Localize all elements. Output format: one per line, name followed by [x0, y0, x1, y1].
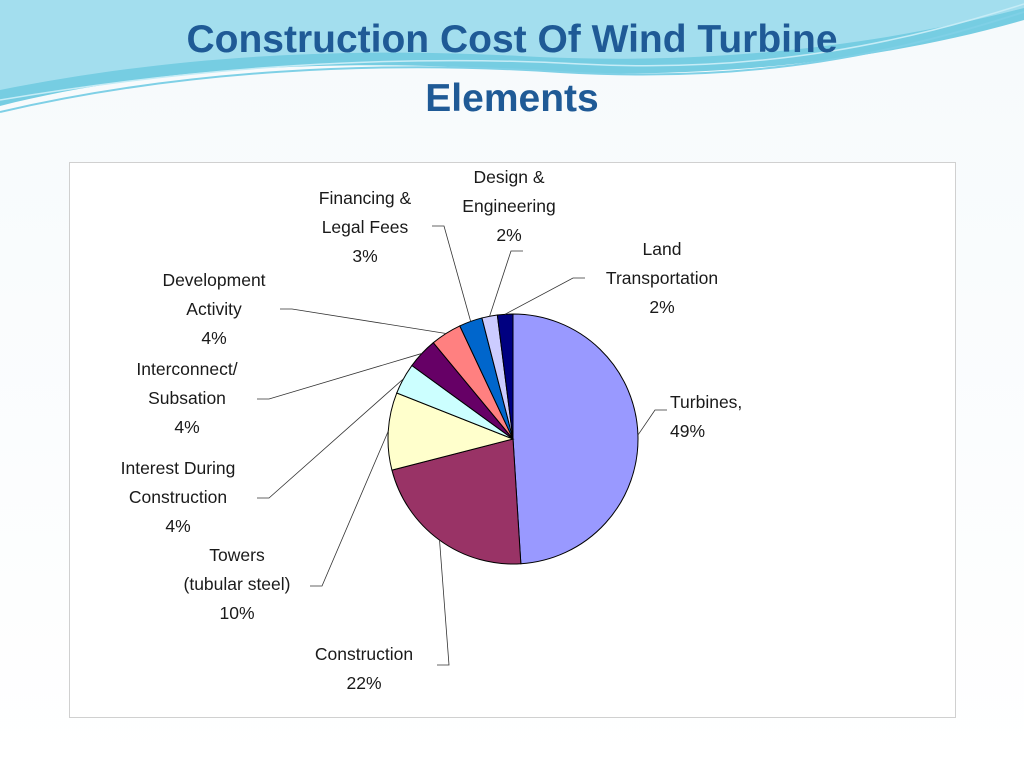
- slice-name-label: Interconnect/: [136, 359, 237, 379]
- pie-slice-land-transportation: [496, 313, 514, 440]
- slide-title-line-1: Construction Cost Of Wind Turbine: [186, 18, 838, 61]
- slice-name-label: Activity: [186, 299, 242, 319]
- slice-percent-label: 4%: [201, 328, 226, 348]
- slice-label-towers-tubular-steel: Towers (tubular steel) 10%: [184, 545, 291, 623]
- leader-line-land-transportation: [504, 277, 585, 315]
- leader-line-design-engineering: [489, 250, 523, 317]
- slice-name-label: Development: [162, 270, 265, 290]
- slice-name-label: Engineering: [462, 196, 555, 216]
- slice-percent-label: 3%: [352, 246, 377, 266]
- slice-label-land-transportation: Land Transportation 2%: [606, 239, 718, 317]
- slice-label-development-activity: Development Activity 4%: [162, 270, 265, 348]
- slice-percent-label: 4%: [165, 516, 190, 536]
- leader-line-development-activity: [280, 308, 447, 334]
- slice-label-interest-during-construction: Interest During Construction 4%: [121, 458, 236, 536]
- slice-label-interconnect-subsation: Interconnect/Subsation 4%: [136, 359, 237, 437]
- slice-percent-label: 22%: [346, 673, 381, 693]
- slice-name-label: Subsation: [148, 388, 226, 408]
- slide-title: Construction Cost Of Wind Turbine Elemen…: [112, 10, 912, 128]
- slice-label-construction: Construction 22%: [315, 644, 413, 693]
- slice-name-label: Land: [643, 239, 682, 259]
- slice-name-label: (tubular steel): [184, 574, 291, 594]
- slice-label-turbines: Turbines, 49%: [670, 392, 742, 441]
- leader-line-interest-during-construction: [257, 378, 404, 499]
- slice-name-label: Transportation: [606, 268, 718, 288]
- slice-name-label: Towers: [209, 545, 265, 565]
- slice-name-label: Design &: [473, 167, 544, 187]
- slice-name-label: Construction: [129, 487, 227, 507]
- slice-percent-label: 49%: [670, 421, 705, 441]
- slide-title-line-2: Elements: [425, 77, 599, 120]
- slice-percent-label: 4%: [174, 417, 199, 437]
- pie-chart: Turbines, 49% Construction 22% Towers (tubula…: [121, 167, 743, 693]
- slice-name-label: Legal Fees: [322, 217, 409, 237]
- leader-line-construction: [437, 540, 450, 666]
- slice-label-financing-legal-fees: Financing & Legal Fees 3%: [319, 188, 412, 266]
- leader-line-interconnect-subsation: [257, 353, 422, 400]
- slice-percent-label: 2%: [649, 297, 674, 317]
- slice-name-label: Turbines,: [670, 392, 742, 412]
- pie-slice-construction: [391, 438, 522, 565]
- leader-line-towers-tubular-steel: [310, 430, 389, 587]
- slice-percent-label: 2%: [496, 225, 521, 245]
- pie-slice-turbines: [512, 313, 639, 565]
- slice-percent-label: 10%: [219, 603, 254, 623]
- pie-slice-towers-tubular-steel: [387, 392, 515, 471]
- slice-label-design-engineering: Design & Engineering 2%: [462, 167, 555, 245]
- slice-name-label: Financing &: [319, 188, 412, 208]
- slice-name-label: Construction: [315, 644, 413, 664]
- slice-name-label: Interest During: [121, 458, 236, 478]
- pie-chart-frame: Turbines, 49% Construction 22% Towers (tubula…: [69, 162, 956, 718]
- leader-line-turbines: [637, 409, 667, 436]
- leader-line-financing-legal-fees: [432, 225, 472, 322]
